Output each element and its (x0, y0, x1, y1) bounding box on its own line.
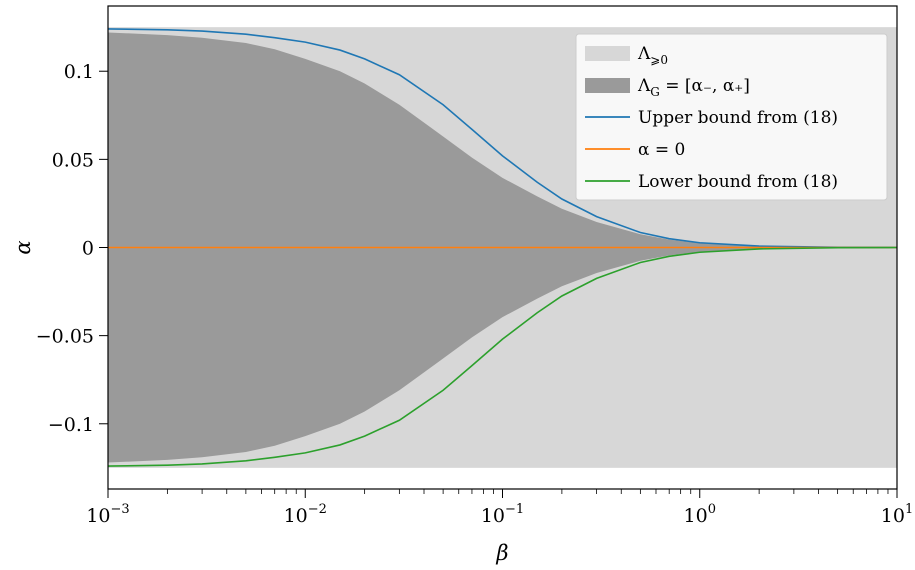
x-tick-label: 10−1 (481, 502, 524, 527)
line-layer (107, 28, 898, 467)
y-tick-label: 0 (82, 238, 94, 260)
legend-label: Upper bound from (18) (638, 108, 838, 128)
x-tick-label: 100 (684, 502, 716, 527)
x-axis: 10−3 10−2 10−1 100 101 (86, 489, 913, 527)
lambda-g-swatch (585, 78, 630, 93)
x-tick-label: 10−2 (284, 502, 327, 527)
y-tick-label: 0.05 (52, 149, 94, 171)
y-axis: 0.1 0.05 0 −0.05 −0.1 (36, 61, 108, 436)
x-axis-label: β (495, 541, 508, 565)
legend-label: Λ⩾0 (637, 44, 668, 67)
lower-line (107, 246, 898, 467)
legend-label: α = 0 (638, 140, 685, 160)
upper-line (107, 28, 898, 249)
legend-box (575, 33, 888, 201)
y-tick-label: −0.1 (48, 414, 94, 436)
x-tick-label: 101 (881, 502, 913, 527)
lambda-geq0-swatch (585, 46, 630, 61)
y-tick-label: −0.05 (36, 326, 94, 348)
x-tick-label: 10−3 (86, 502, 129, 527)
legend-label: Lower bound from (18) (638, 172, 838, 192)
legend: Λ⩾0 ΛG = [α₋, α₊] Upper bound from (18) α =… (575, 33, 888, 201)
legend-label: ΛG = [α₋, α₊] (637, 76, 750, 99)
y-axis-label: α (11, 240, 35, 254)
y-tick-label: 0.1 (64, 61, 94, 83)
